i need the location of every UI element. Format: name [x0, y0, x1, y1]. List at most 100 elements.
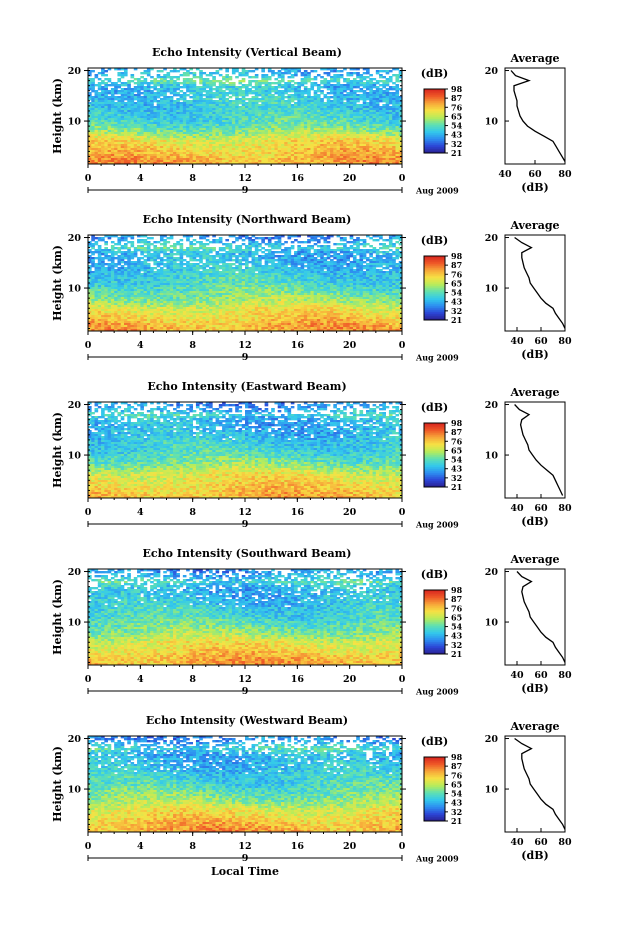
heatmap-cell: [284, 124, 288, 126]
heatmap-cell: [186, 158, 190, 160]
heatmap-cell: [108, 78, 112, 80]
heatmap-cell: [98, 154, 102, 156]
heatmap-cell: [330, 152, 334, 154]
heatmap-cell: [193, 156, 197, 158]
heatmap-cell: [202, 106, 206, 108]
heatmap-cell: [101, 249, 105, 251]
heatmap-cell: [212, 76, 216, 78]
heatmap-cell: [183, 80, 187, 82]
heatmap-cell: [294, 112, 298, 114]
heatmap-cell: [114, 160, 118, 162]
heatmap-cell: [222, 100, 226, 102]
heatmap-cell: [392, 96, 396, 98]
heatmap-cell: [395, 148, 399, 150]
heatmap-cell: [359, 112, 363, 114]
heatmap-cell: [206, 253, 210, 255]
heatmap-cell: [212, 257, 216, 259]
heatmap-cell: [222, 130, 226, 132]
heatmap-cell: [307, 72, 311, 74]
heatmap-cell: [216, 154, 220, 156]
heatmap-cell: [255, 136, 259, 138]
heatmap-cell: [304, 104, 308, 106]
heatmap-cell: [340, 154, 344, 156]
heatmap-cell: [245, 92, 249, 94]
heatmap-cell: [369, 138, 373, 140]
heatmap-cell: [395, 100, 399, 102]
heatmap-cell: [307, 108, 311, 110]
heatmap-cell: [258, 156, 262, 158]
heatmap-cell: [317, 253, 321, 255]
heatmap-cell: [131, 96, 135, 98]
heatmap-cell: [186, 78, 190, 80]
heatmap-cell: [137, 80, 141, 82]
heatmap-cell: [114, 108, 118, 110]
heatmap-cell: [193, 102, 197, 104]
heatmap-cell: [131, 108, 135, 110]
heatmap-cell: [153, 100, 157, 102]
heatmap-cell: [301, 82, 305, 84]
heatmap-cell: [274, 247, 278, 249]
heatmap-cell: [258, 158, 262, 160]
heatmap-cell: [180, 249, 184, 251]
heatmap-cell: [170, 136, 174, 138]
heatmap-cell: [297, 108, 301, 110]
heatmap-cell: [88, 102, 92, 104]
heatmap-cell: [144, 98, 148, 100]
heatmap-cell: [238, 247, 242, 249]
heatmap-cell: [222, 146, 226, 148]
heatmap-cell: [235, 158, 239, 160]
heatmap-cell: [163, 80, 167, 82]
heatmap-cell: [173, 243, 177, 245]
heatmap-cell: [389, 243, 393, 245]
heatmap-cell: [337, 148, 341, 150]
heatmap-cell: [245, 74, 249, 76]
heatmap-cell: [333, 112, 337, 114]
heatmap-cell: [281, 140, 285, 142]
heatmap-cell: [392, 88, 396, 90]
heatmap-cell: [288, 124, 292, 126]
heatmap-cell: [183, 144, 187, 146]
heatmap-cell: [337, 92, 341, 94]
heatmap-cell: [176, 134, 180, 136]
heatmap-cell: [278, 134, 282, 136]
heatmap-cell: [369, 106, 373, 108]
heatmap-cell: [219, 253, 223, 255]
heatmap-cell: [91, 239, 95, 241]
heatmap-cell: [101, 142, 105, 144]
heatmap-cell: [196, 100, 200, 102]
heatmap-cell: [333, 70, 337, 72]
heatmap-cell: [111, 152, 115, 154]
heatmap-cell: [206, 104, 210, 106]
heatmap-cell: [294, 152, 298, 154]
heatmap-cell: [134, 255, 138, 257]
heatmap-cell: [193, 130, 197, 132]
heatmap-cell: [274, 130, 278, 132]
heatmap-cell: [232, 156, 236, 158]
heatmap-cell: [278, 102, 282, 104]
heatmap-cell: [216, 142, 220, 144]
heatmap-cell: [160, 239, 164, 241]
heatmap-cell: [395, 104, 399, 106]
heatmap-cell: [216, 124, 220, 126]
heatmap-cell: [294, 104, 298, 106]
heatmap-cell: [373, 122, 377, 124]
colorbar-swatch: [424, 131, 445, 133]
heatmap-cell: [209, 112, 213, 114]
heatmap-cell: [274, 118, 278, 120]
heatmap-cell: [307, 96, 311, 98]
heatmap-cell: [278, 116, 282, 118]
heatmap-cell: [271, 150, 275, 152]
heatmap-cell: [111, 154, 115, 156]
heatmap-cell: [157, 253, 161, 255]
heatmap-cell: [386, 134, 390, 136]
heatmap-cell: [173, 136, 177, 138]
heatmap-cell: [98, 118, 102, 120]
heatmap-cell: [98, 148, 102, 150]
heatmap-cell: [274, 122, 278, 124]
heatmap-cell: [160, 136, 164, 138]
heatmap-cell: [88, 96, 92, 98]
heatmap-cell: [131, 136, 135, 138]
heatmap-cell: [98, 120, 102, 122]
heatmap-cell: [389, 241, 393, 243]
heatmap-cell: [258, 92, 262, 94]
